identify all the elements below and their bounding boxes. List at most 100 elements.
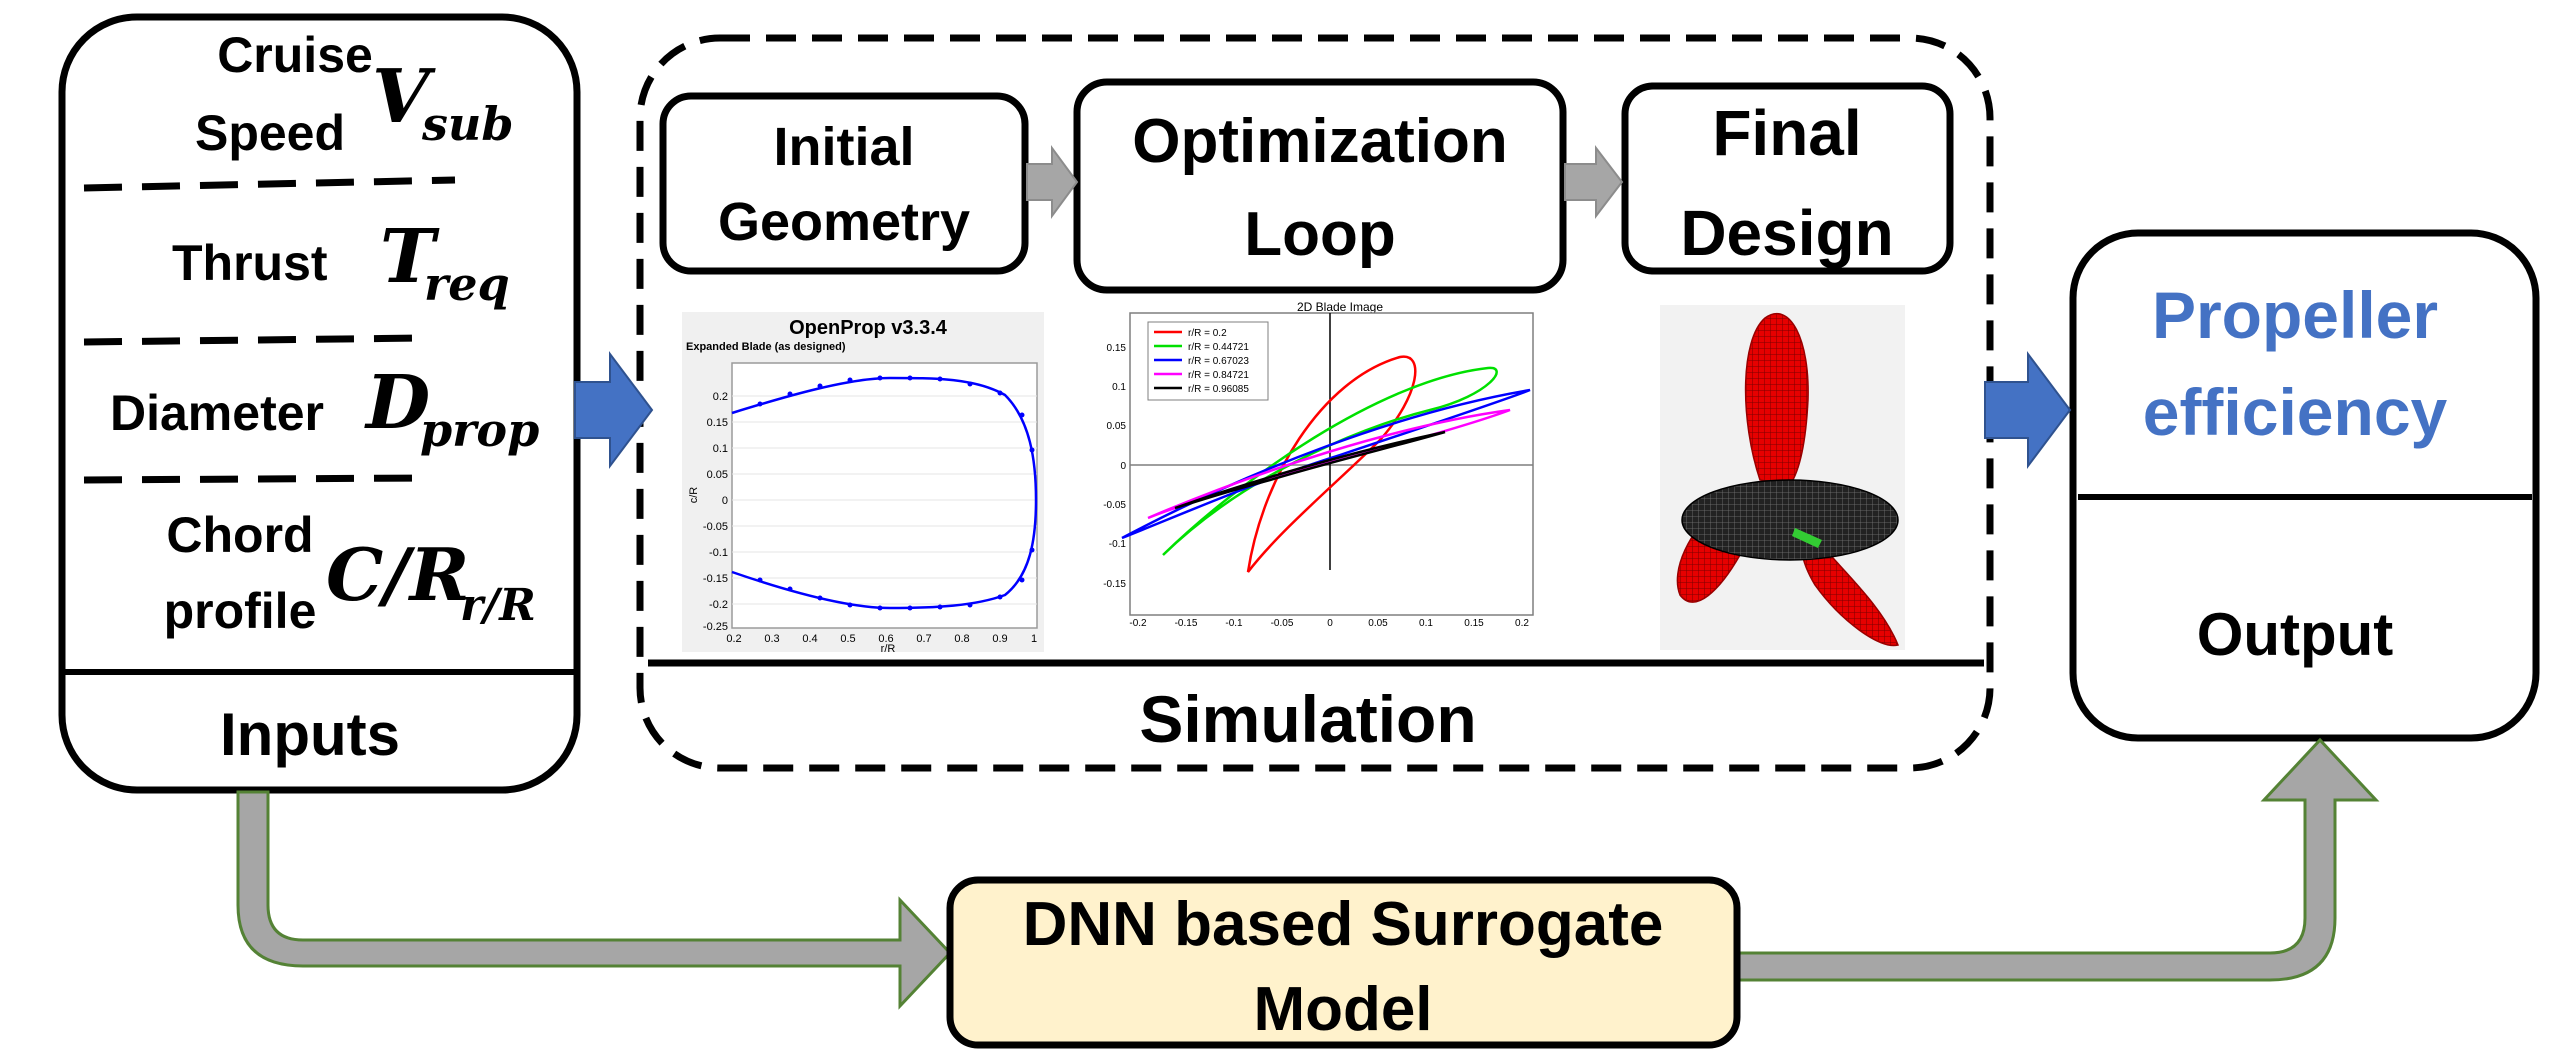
openprop-xlabel: r/R [881,643,896,655]
openprop-ytick: -0.2 [709,599,728,611]
final-design-box: Final Design [1621,82,1954,275]
output-title-line2: efficiency [2143,375,2448,449]
blade2d-xtick: 0.2 [1515,618,1529,629]
blade2d-ytick: 0.1 [1112,382,1126,393]
surrogate-output-arrow [1735,737,2380,982]
speed-label-line2: Speed [195,105,345,161]
openprop-ytick: -0.15 [703,573,728,585]
surrogate-line1: DNN based Surrogate [1023,890,1664,959]
openprop-blade-points [757,375,1035,611]
thrust-label: Thrust [172,235,328,291]
openprop-plot: OpenProp v3.3.4 Expanded Blade (as desig… [682,312,1044,655]
blade2d-ytick: -0.1 [1109,539,1127,550]
blade2d-curve-black [1174,430,1446,510]
openprop-yticks: 0.2 0.15 0.1 0.05 0 -0.05 -0.1 -0.15 -0.… [703,391,728,633]
speed-symbol: V [372,54,436,140]
blade2d-xtick: 0.15 [1464,618,1484,629]
output-footer: Output [2197,601,2394,668]
openprop-ytick: 0.2 [713,391,728,403]
openprop-xtick: 0.5 [840,633,855,645]
legend-entry-4: r/R = 0.84721 [1188,370,1249,381]
blade2d-legend: r/R = 0.2 r/R = 0.44721 r/R = 0.67023 r/… [1147,321,1269,401]
optimization-loop-line1: Optimization [1132,107,1507,176]
openprop-ytick: -0.25 [703,621,728,633]
thrust-subscript: req [424,257,510,311]
surrogate-input-arrow [236,790,953,1010]
chord-symbol: C/R [326,532,469,617]
arrow-initial-to-optimization [1026,144,1079,220]
inputs-footer: Inputs [220,701,400,768]
legend-entry-1: r/R = 0.2 [1188,328,1227,339]
diameter-label: Diameter [110,385,324,441]
propeller-shaft [1792,528,1822,548]
diameter-subscript: prop [420,403,539,457]
blade2d-xtick: 0.05 [1368,618,1388,629]
speed-subscript: sub [421,97,514,151]
final-design-line2: Design [1680,197,1893,269]
thrust-symbol: T [380,214,440,300]
simulation-box: Simulation Initial Geometry Optimization… [636,34,1994,772]
propeller-hub [1681,479,1899,561]
openprop-blade-outline [731,376,1038,610]
surrogate-model-box: DNN based Surrogate Model [946,876,1741,1049]
blade2d-xtick: -0.05 [1271,618,1294,629]
final-design-line1: Final [1712,97,1861,169]
openprop-xtick: 1 [1031,633,1037,645]
blade2d-xtick: 0 [1327,618,1333,629]
openprop-xtick: 0.4 [802,633,817,645]
openprop-subtitle: Expanded Blade (as designed) [686,341,846,353]
simulation-footer: Simulation [1139,682,1476,756]
openprop-ytick: 0 [722,495,728,507]
speed-label-line1: Cruise [217,27,373,83]
openprop-xtick: 0.6 [878,633,893,645]
arrow-inputs-to-simulation [574,351,654,469]
openprop-xticks: 0.2 0.3 0.4 0.5 0.6 0.7 0.8 0.9 1 [726,633,1037,645]
blade2d-ytick: -0.15 [1103,579,1126,590]
blade2d-plot: 2D Blade Image r/R = 0.2 r/R = 0.44721 r… [1103,300,1543,629]
blade2d-yticks: 0.15 0.1 0.05 0 -0.05 -0.1 -0.15 [1103,343,1126,590]
diameter-symbol: D [364,360,430,446]
blade2d-ytick: -0.05 [1103,500,1126,511]
propeller-blade-top [1744,312,1809,486]
blade2d-ytick: 0 [1120,461,1126,472]
openprop-xtick: 0.7 [916,633,931,645]
initial-geometry-box: Initial Geometry [659,92,1029,275]
blade2d-xtick: -0.15 [1175,618,1198,629]
propeller-3d-render [1660,305,1905,650]
optimization-loop-box: Optimization Loop [1073,78,1567,294]
optimization-loop-line2: Loop [1244,200,1396,269]
blade2d-curve-blue [1121,388,1531,540]
legend-entry-2: r/R = 0.44721 [1188,342,1249,353]
chord-subscript: r/R [460,580,536,631]
arrow-simulation-to-output [1984,351,2072,469]
openprop-xtick: 0.3 [764,633,779,645]
openprop-xtick: 0.9 [992,633,1007,645]
inputs-box: Cruise Speed V sub Thrust T req Diameter… [58,13,581,794]
blade2d-xtick: -0.1 [1225,618,1243,629]
surrogate-line2: Model [1253,975,1432,1044]
openprop-ytick: -0.05 [703,521,728,533]
blade2d-xtick: -0.2 [1129,618,1147,629]
chord-label-line1: Chord [166,507,313,563]
openprop-xtick: 0.2 [726,633,741,645]
blade2d-ytick: 0.05 [1107,421,1127,432]
legend-entry-3: r/R = 0.67023 [1188,356,1249,367]
openprop-title: OpenProp v3.3.4 [789,317,948,339]
chord-label-line2: profile [164,583,317,639]
openprop-ytick: 0.1 [713,443,728,455]
output-title-line1: Propeller [2152,278,2438,352]
blade2d-ytick: 0.15 [1107,343,1127,354]
openprop-ytick: 0.05 [707,469,728,481]
initial-geometry-line2: Geometry [718,192,970,252]
output-box: Propeller efficiency Output [2069,229,2540,742]
blade2d-xtick: 0.1 [1419,618,1433,629]
openprop-xtick: 0.8 [954,633,969,645]
blade2d-title: 2D Blade Image [1297,300,1383,314]
openprop-gridlines [732,395,1037,605]
arrow-optimization-to-final [1564,145,1624,219]
openprop-ytick: 0.15 [707,417,728,429]
initial-geometry-line1: Initial [773,117,914,177]
blade2d-xticks: -0.2 -0.15 -0.1 -0.05 0 0.05 0.1 0.15 0.… [1129,618,1529,629]
blade2d-curve-green [1162,366,1498,556]
